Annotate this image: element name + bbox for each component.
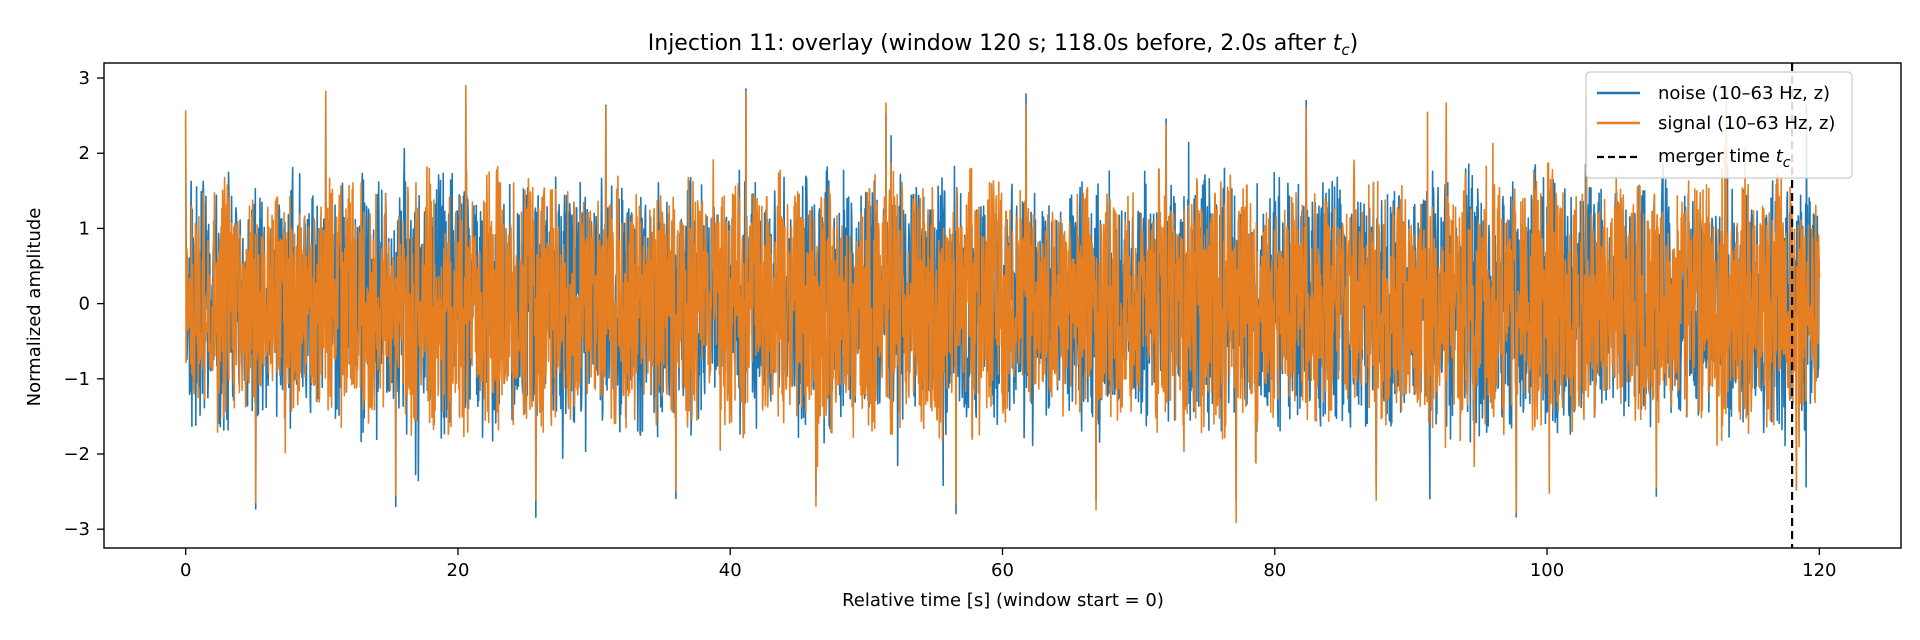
x-tick-label: 0	[180, 560, 191, 581]
y-axis: 3 2 1 0 −1 −2 −3	[63, 68, 104, 540]
x-axis: 0 20 40 60 80 100 120	[180, 548, 1836, 581]
x-tick-label: 80	[1263, 560, 1286, 581]
y-axis-label: Normalized amplitude	[24, 208, 45, 407]
plot-area	[184, 63, 1821, 548]
y-tick-label: −3	[63, 519, 90, 540]
y-tick-label: −2	[63, 444, 90, 465]
legend-label-noise: noise (10–63 Hz, z)	[1658, 83, 1830, 104]
legend-label-signal: signal (10–63 Hz, z)	[1658, 113, 1835, 134]
x-tick-label: 40	[719, 560, 742, 581]
legend-box	[1585, 71, 1853, 179]
x-tick-label: 120	[1802, 560, 1836, 581]
series-line-signal	[184, 84, 1821, 524]
x-tick-label: 60	[991, 560, 1014, 581]
y-tick-label: 2	[79, 143, 90, 164]
y-tick-label: 3	[79, 68, 90, 89]
chart-title: Injection 11: overlay (window 120 s; 118…	[648, 31, 1358, 59]
x-tick-label: 20	[447, 560, 470, 581]
x-tick-label: 100	[1530, 560, 1564, 581]
legend: noise (10–63 Hz, z) signal (10–63 Hz, z)…	[1585, 71, 1853, 179]
y-tick-label: 1	[79, 218, 90, 239]
series-layer	[184, 84, 1821, 524]
y-tick-label: −1	[63, 369, 90, 390]
legend-label-merger: merger time tc	[1658, 146, 1791, 171]
y-tick-label: 0	[79, 294, 90, 315]
x-axis-label: Relative time [s] (window start = 0)	[842, 590, 1164, 611]
